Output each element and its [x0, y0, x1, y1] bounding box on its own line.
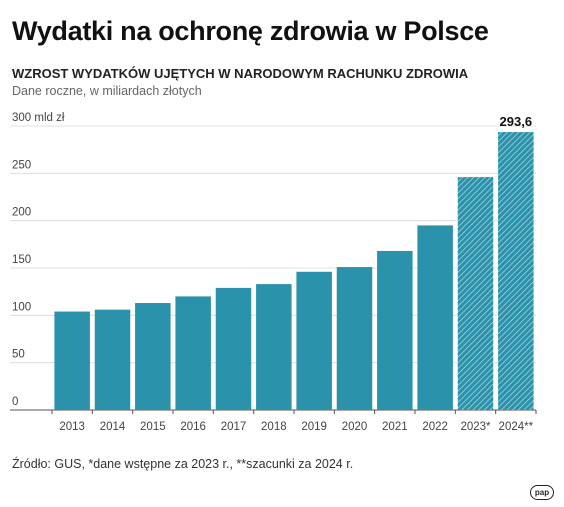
chart-subtitle: WZROST WYDATKÓW UJĘTYCH W NARODOWYM RACH…: [12, 66, 469, 81]
x-tick-label: 2017: [221, 421, 247, 433]
x-tick-label: 2022: [422, 421, 448, 433]
bar: [94, 309, 131, 410]
x-tick-label: 2016: [180, 421, 206, 433]
x-tick-label: 2018: [261, 421, 287, 433]
chart-description: Dane roczne, w miliardach złotych: [12, 84, 202, 98]
x-tick-label: 2013: [59, 421, 85, 433]
bar: [54, 311, 90, 410]
bar: [498, 132, 534, 411]
x-tick-label: 2015: [140, 421, 166, 433]
y-tick-label: 150: [12, 254, 31, 266]
data-label: 293,6: [500, 114, 533, 129]
bar: [377, 250, 413, 410]
bar: [336, 267, 373, 410]
x-tick-label: 2019: [301, 421, 327, 433]
source-note: Źródło: GUS, *dane wstępne za 2023 r., *…: [12, 457, 354, 471]
bar: [296, 271, 332, 410]
bar: [175, 296, 211, 410]
y-tick-label: 50: [12, 349, 25, 361]
pap-logo: pap: [530, 485, 554, 500]
x-tick-label: 2021: [382, 421, 408, 433]
x-tick-label: 2014: [100, 421, 126, 433]
chart-title: Wydatki na ochronę zdrowia w Polsce: [12, 16, 489, 46]
bars: [54, 132, 534, 411]
y-tick-label: 0: [12, 396, 18, 408]
bar: [256, 284, 292, 410]
y-tick-label: 200: [12, 207, 31, 219]
x-tick-label: 2024**: [499, 421, 534, 433]
bar: [215, 287, 252, 410]
y-tick-label: 250: [12, 159, 31, 171]
labels: 0 50 100 150 200 250 300 mld zł 2013 2014 2015 201…: [12, 112, 534, 433]
bar: [457, 177, 494, 410]
x-tick-label: 2023*: [460, 421, 491, 433]
y-tick-label: 100: [12, 301, 31, 313]
y-tick-label: 300 mld zł: [12, 112, 65, 124]
bar: [135, 303, 171, 410]
bar: [417, 225, 453, 410]
x-tick-label: 2020: [342, 421, 368, 433]
